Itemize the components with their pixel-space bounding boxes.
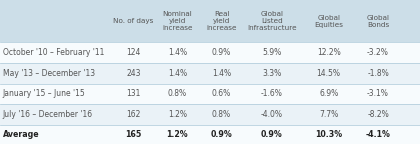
Text: -1.8%: -1.8% <box>367 69 389 78</box>
Text: 6.9%: 6.9% <box>319 89 338 98</box>
Text: 243: 243 <box>126 69 141 78</box>
Text: 124: 124 <box>126 48 141 57</box>
Bar <box>0 104 420 125</box>
Text: Average: Average <box>3 130 39 139</box>
Text: -3.1%: -3.1% <box>367 89 389 98</box>
Text: October '10 – February '11: October '10 – February '11 <box>3 48 104 57</box>
Text: 10.3%: 10.3% <box>315 130 342 139</box>
Bar <box>0 125 420 144</box>
Text: 0.9%: 0.9% <box>261 130 283 139</box>
Text: 165: 165 <box>125 130 142 139</box>
Text: January '15 – June '15: January '15 – June '15 <box>3 89 85 98</box>
Text: 3.3%: 3.3% <box>262 69 281 78</box>
Text: 1.4%: 1.4% <box>168 69 187 78</box>
Text: July '16 – December '16: July '16 – December '16 <box>3 110 93 119</box>
Text: 1.4%: 1.4% <box>168 48 187 57</box>
Text: Real
yield
increase: Real yield increase <box>206 11 237 32</box>
Text: 12.2%: 12.2% <box>317 48 341 57</box>
Text: Global
Bonds: Global Bonds <box>367 15 389 28</box>
Text: Global
Equities: Global Equities <box>314 15 343 28</box>
Bar <box>0 63 420 84</box>
Text: 0.9%: 0.9% <box>212 48 231 57</box>
Text: -3.2%: -3.2% <box>367 48 389 57</box>
Text: 1.2%: 1.2% <box>168 110 187 119</box>
Text: 0.8%: 0.8% <box>168 89 187 98</box>
Text: No. of days: No. of days <box>113 18 154 24</box>
Text: -8.2%: -8.2% <box>367 110 389 119</box>
Text: 1.4%: 1.4% <box>212 69 231 78</box>
Bar <box>0 84 420 104</box>
Text: -1.6%: -1.6% <box>261 89 283 98</box>
Text: 131: 131 <box>126 89 141 98</box>
Text: 1.2%: 1.2% <box>167 130 188 139</box>
Text: -4.1%: -4.1% <box>365 130 391 139</box>
Text: 0.6%: 0.6% <box>212 89 231 98</box>
Text: 7.7%: 7.7% <box>319 110 338 119</box>
Text: Nominal
yield
increase: Nominal yield increase <box>162 11 193 32</box>
Bar <box>0 42 420 63</box>
Text: 0.8%: 0.8% <box>212 110 231 119</box>
Text: 162: 162 <box>126 110 141 119</box>
Text: -4.0%: -4.0% <box>261 110 283 119</box>
Text: 14.5%: 14.5% <box>317 69 341 78</box>
Text: May '13 – December '13: May '13 – December '13 <box>3 69 94 78</box>
Text: Global
Listed
Infrastructure: Global Listed Infrastructure <box>247 11 297 32</box>
Text: 0.9%: 0.9% <box>211 130 232 139</box>
Bar <box>0 0 420 42</box>
Text: 5.9%: 5.9% <box>262 48 281 57</box>
